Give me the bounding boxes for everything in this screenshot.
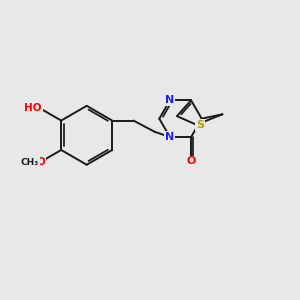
Text: O: O xyxy=(186,157,196,166)
Text: O: O xyxy=(36,157,45,167)
Text: S: S xyxy=(196,120,204,130)
Text: CH₃: CH₃ xyxy=(21,158,39,167)
Text: N: N xyxy=(165,132,175,142)
Text: N: N xyxy=(165,95,175,105)
Text: HO: HO xyxy=(25,103,42,113)
